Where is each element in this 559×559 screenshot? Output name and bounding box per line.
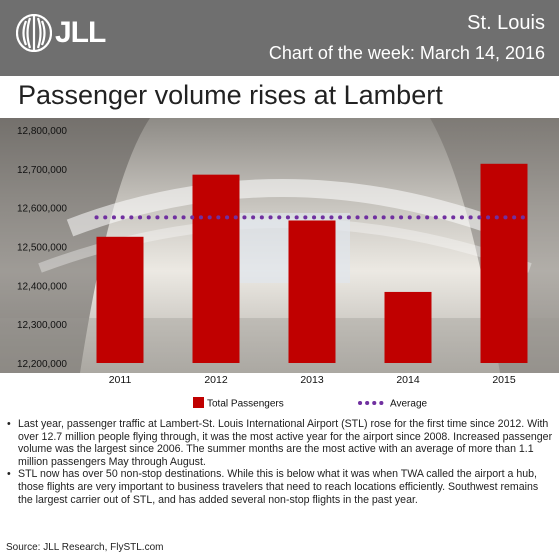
page-title: Passenger volume rises at Lambert [18,80,443,110]
legend-swatch-total-passengers [193,397,204,408]
bar-2013 [288,220,336,363]
y-tick-label: 12,600,000 [17,204,67,215]
x-tick-label: 2013 [300,374,324,386]
jll-emblem-icon [16,14,52,52]
y-tick-label: 12,700,000 [17,165,67,176]
y-tick-label: 12,200,000 [17,359,67,370]
chart-container: 12,200,000 12,300,000 12,400,000 12,500,000… [0,118,559,413]
bar-2012 [192,174,240,363]
jll-logo: JLL [16,14,106,52]
airport-background-photo [0,118,559,373]
x-tick-label: 2015 [492,374,516,386]
y-tick-label: 12,800,000 [17,126,67,137]
y-tick-label: 12,500,000 [17,243,67,254]
bar-2014 [384,291,432,363]
bullet-item: Last year, passenger traffic at Lambert-… [6,418,554,468]
city-label: St. Louis [467,12,545,34]
bar-2015 [480,163,528,363]
x-tick-label: 2014 [396,374,420,386]
source-note: Source: JLL Research, FlySTL.com [6,542,164,553]
bar-chart: 12,200,000 12,300,000 12,400,000 12,500,000… [0,118,559,410]
y-tick-label: 12,300,000 [17,320,67,331]
legend-label-average: Average [390,399,428,410]
commentary-list: Last year, passenger traffic at Lambert-… [6,418,554,506]
x-tick-label: 2012 [204,374,228,386]
chart-of-week-label: Chart of the week: March 14, 2016 [268,43,545,63]
bar-2011 [96,236,144,363]
bullet-item: STL now has over 50 non-stop destination… [6,468,554,506]
y-tick-label: 12,400,000 [17,281,67,292]
header-bar: JLL St. Louis Chart of the week: March 1… [0,0,559,76]
logo-text: JLL [55,16,106,49]
x-tick-label: 2011 [109,374,132,386]
legend-label-total-passengers: Total Passengers [207,399,284,410]
